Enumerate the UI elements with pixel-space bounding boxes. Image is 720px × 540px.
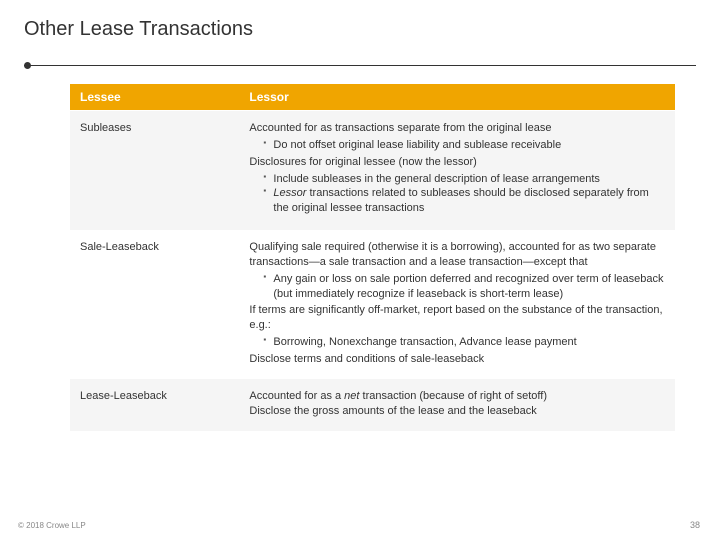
row-content-lease-leaseback: Accounted for as a net transaction (beca… xyxy=(239,379,675,431)
text-span: transaction (because of right of setoff) xyxy=(359,390,547,402)
copyright-footer: © 2018 Crowe LLP xyxy=(18,521,86,530)
italic-text: net xyxy=(344,390,359,402)
table-row: Sale-Leaseback Qualifying sale required … xyxy=(70,230,675,379)
bullet-item: Lessor transactions related to subleases… xyxy=(263,186,665,216)
title-divider xyxy=(24,65,696,66)
row-label-lease-leaseback: Lease-Leaseback xyxy=(70,379,239,431)
lease-table-wrap: Lessee Lessor Subleases Accounted for as… xyxy=(70,84,675,431)
text-line: Disclose terms and conditions of sale-le… xyxy=(249,352,665,367)
text-line: Disclosures for original lessee (now the… xyxy=(249,155,665,170)
table-row: Subleases Accounted for as transactions … xyxy=(70,111,675,231)
text-line: Accounted for as a net transaction (beca… xyxy=(249,389,665,404)
text-line: Qualifying sale required (otherwise it i… xyxy=(249,240,665,270)
table-header-row: Lessee Lessor xyxy=(70,84,675,111)
bullet-list: Include subleases in the general descrip… xyxy=(263,172,665,217)
row-label-subleases: Subleases xyxy=(70,111,239,231)
bullet-item: Any gain or loss on sale portion deferre… xyxy=(263,272,665,302)
bullet-list: Any gain or loss on sale portion deferre… xyxy=(263,272,665,302)
text-line: If terms are significantly off-market, r… xyxy=(249,303,665,333)
header-lessee: Lessee xyxy=(70,84,239,111)
header-lessor: Lessor xyxy=(239,84,675,111)
bullet-list: Do not offset original lease liability a… xyxy=(263,138,665,153)
row-label-sale-leaseback: Sale-Leaseback xyxy=(70,230,239,379)
divider-dot xyxy=(24,62,31,69)
bullet-item: Borrowing, Nonexchange transaction, Adva… xyxy=(263,335,665,350)
slide-title: Other Lease Transactions xyxy=(0,0,720,41)
italic-text: Lessor xyxy=(273,187,306,199)
table-row: Lease-Leaseback Accounted for as a net t… xyxy=(70,379,675,431)
lease-table: Lessee Lessor Subleases Accounted for as… xyxy=(70,84,675,431)
row-content-subleases: Accounted for as transactions separate f… xyxy=(239,111,675,231)
text-span: Accounted for as a xyxy=(249,390,344,402)
text-line: Accounted for as transactions separate f… xyxy=(249,121,665,136)
bullet-list: Borrowing, Nonexchange transaction, Adva… xyxy=(263,335,665,350)
bullet-item: Do not offset original lease liability a… xyxy=(263,138,665,153)
page-number: 38 xyxy=(690,520,700,530)
text-span: transactions related to subleases should… xyxy=(273,187,648,214)
row-content-sale-leaseback: Qualifying sale required (otherwise it i… xyxy=(239,230,675,379)
bullet-item: Include subleases in the general descrip… xyxy=(263,172,665,187)
text-line: Disclose the gross amounts of the lease … xyxy=(249,404,665,419)
